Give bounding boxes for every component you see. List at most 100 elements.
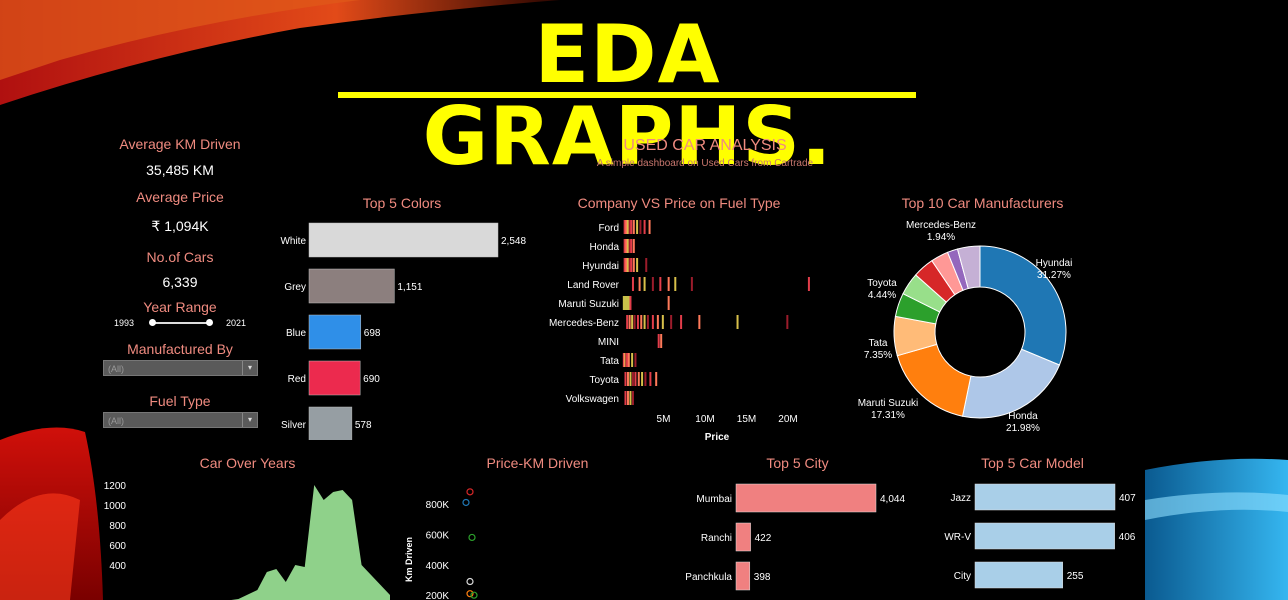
y-tick-label: 600 [109, 541, 126, 552]
slice-name-label: Mercedes-Benz [906, 220, 976, 231]
price-mark [630, 220, 632, 234]
price-mark [652, 277, 654, 291]
price-mark [668, 277, 670, 291]
price-mark [662, 315, 664, 329]
kpi-avg-km-label: Average KM Driven [100, 136, 260, 152]
bar-label: City [954, 571, 971, 582]
year-range-handle-min[interactable] [149, 319, 156, 326]
price-mark [634, 315, 636, 329]
price-mark [630, 258, 632, 272]
price-mark [637, 315, 639, 329]
slice-name-label: Honda [1008, 411, 1038, 422]
year-range-handle-max[interactable] [206, 319, 213, 326]
bar [975, 562, 1063, 588]
price-mark [627, 391, 629, 405]
price-mark [659, 277, 661, 291]
bar-label: Grey [284, 282, 306, 293]
bar-label: Red [288, 374, 306, 385]
price-mark [641, 372, 643, 386]
price-mark [660, 334, 662, 348]
y-tick-label: 1000 [104, 501, 127, 512]
slice-name-label: Toyota [867, 278, 897, 289]
x-tick-label: 5M [657, 414, 671, 425]
bar [309, 223, 498, 257]
bar [975, 484, 1115, 510]
slice-name-label: Hyundai [1036, 258, 1073, 269]
price-mark [629, 296, 631, 310]
dashboard-subtitle: A simple dashboard on Used Cars from Car… [555, 158, 855, 169]
fuel-type-select[interactable]: (All) ▾ [103, 412, 258, 428]
bar-label: Silver [281, 420, 307, 431]
price-km-chart: 800K600K400K200KKm Driven [400, 474, 535, 600]
top5-colors-chart: White 2,548 Grey 1,151 Blue 698 Red 690 Silver 57… [270, 215, 540, 440]
price-mark [633, 239, 635, 253]
category-label: MINI [598, 337, 619, 348]
car-over-years-title: Car Over Years [165, 455, 330, 471]
bar-value-label: 4,044 [880, 494, 905, 505]
price-mark [630, 239, 632, 253]
price-mark [652, 315, 654, 329]
bar-value-label: 422 [755, 533, 772, 544]
price-mark [639, 220, 641, 234]
top5-model-title: Top 5 Car Model [960, 455, 1105, 471]
manufactured-by-select[interactable]: (All) ▾ [103, 360, 258, 376]
donut-slice [963, 349, 1060, 418]
bar-value-label: 698 [364, 328, 381, 339]
bar [975, 523, 1115, 549]
x-tick-label: 10M [695, 414, 714, 425]
x-tick-label: 15M [737, 414, 756, 425]
bar-label: Jazz [950, 493, 971, 504]
price-mark [644, 220, 646, 234]
price-mark [629, 372, 631, 386]
price-mark [629, 315, 631, 329]
bar-label: Panchkula [685, 572, 732, 583]
price-mark [680, 315, 682, 329]
top5-city-title: Top 5 City [735, 455, 860, 471]
slice-value-label: 31.27% [1037, 270, 1071, 281]
category-label: Ford [598, 223, 619, 234]
kpi-avg-price-label: Average Price [100, 189, 260, 205]
price-mark [631, 315, 633, 329]
price-mark [626, 315, 628, 329]
top5-city-chart: Mumbai 4,044Ranchi 422Panchkula 398 [665, 474, 920, 600]
y-tick-label: 600K [426, 530, 450, 541]
slice-name-label: Tata [869, 338, 888, 349]
company-price-title: Company VS Price on Fuel Type [565, 195, 793, 211]
bar-value-label: 578 [355, 420, 372, 431]
dashboard-title: USED CAR ANALYSIS [555, 137, 855, 155]
bar-label: White [280, 236, 306, 247]
price-km-title: Price-KM Driven [465, 455, 610, 471]
price-mark [633, 220, 635, 234]
year-range-track[interactable] [152, 322, 210, 324]
fuel-type-value: (All) [108, 416, 124, 426]
price-mark [639, 277, 641, 291]
car-over-years-chart: 1200 1000 800 600 400 [100, 474, 400, 600]
year-range-max: 2021 [226, 318, 246, 328]
top5-model-chart: Jazz 407 WR-V 406 City 255 [925, 474, 1145, 600]
fuel-type-label: Fuel Type [100, 393, 260, 409]
bar-value-label: 398 [754, 572, 771, 583]
y-tick-label: 400 [109, 561, 126, 572]
category-label: Tata [600, 356, 619, 367]
price-mark [633, 258, 635, 272]
bar-value-label: 1,151 [397, 282, 422, 293]
bar-label: Mumbai [696, 494, 732, 505]
bar [309, 315, 361, 349]
price-mark [698, 315, 700, 329]
x-axis-label: Price [705, 432, 730, 443]
area-series [125, 485, 390, 600]
scatter-point [469, 534, 475, 540]
price-mark [629, 391, 631, 405]
bar-label: WR-V [944, 532, 971, 543]
y-axis-label: Km Driven [404, 537, 414, 582]
price-mark [638, 372, 640, 386]
price-mark [634, 372, 636, 386]
bar [309, 407, 352, 440]
category-label: Maruti Suzuki [558, 299, 619, 310]
scatter-point [467, 579, 473, 585]
slide-heading: EDA GRAPHS. [340, 14, 915, 96]
y-tick-label: 200K [426, 591, 450, 600]
price-mark [649, 220, 651, 234]
price-mark [647, 315, 649, 329]
chevron-down-icon: ▾ [242, 361, 257, 375]
